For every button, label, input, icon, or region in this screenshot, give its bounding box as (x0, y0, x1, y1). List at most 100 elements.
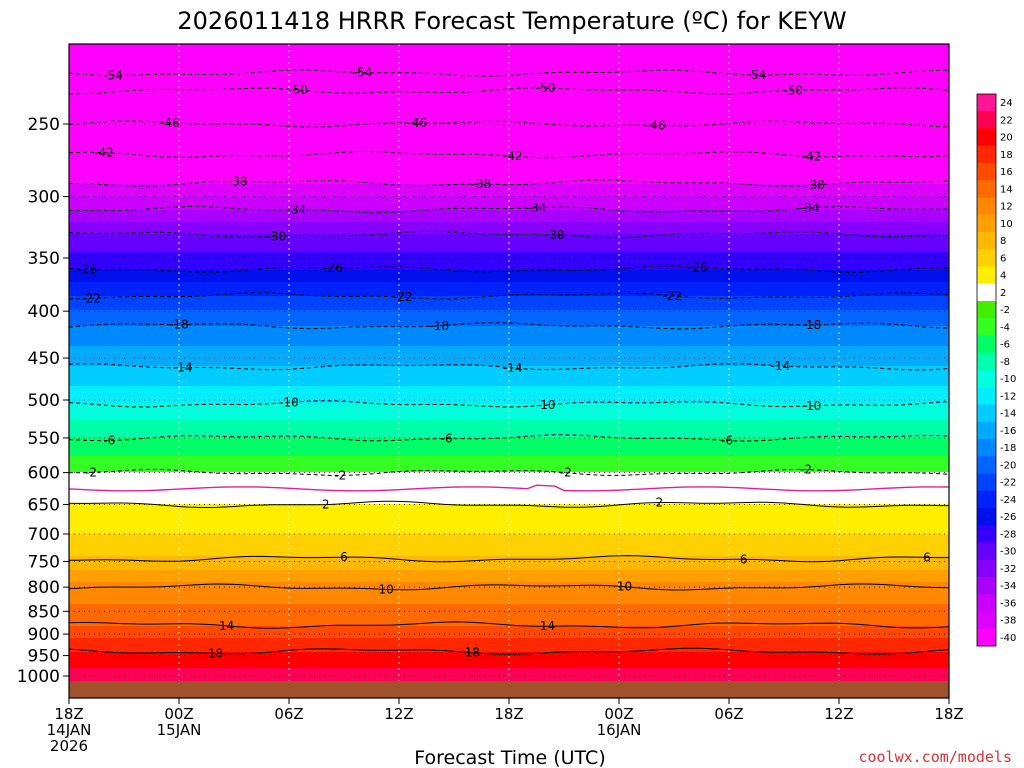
temperature-band (69, 322, 949, 325)
colorbar-label: 24 (1000, 98, 1013, 109)
isotherm-label: 2 (322, 498, 330, 512)
temperature-band (69, 262, 949, 265)
temperature-band (69, 390, 949, 393)
y-tick-label: 800 (28, 578, 60, 598)
isotherm-label: 14 (540, 619, 555, 633)
temperature-band (69, 226, 949, 229)
y-tick-label: 850 (28, 602, 60, 622)
temperature-band (69, 652, 949, 655)
colorbar-label: -22 (1000, 478, 1016, 489)
temperature-band (69, 342, 949, 345)
temperature-band (69, 630, 949, 633)
temperature-band (69, 64, 949, 67)
temperature-band (69, 648, 949, 651)
temperature-band (69, 166, 949, 169)
x-tick-label: 14JAN (47, 721, 92, 739)
temperature-band (69, 160, 949, 163)
temperature-band (69, 138, 949, 141)
isotherm-label: -14 (173, 361, 193, 375)
temperature-band (69, 240, 949, 243)
temperature-band (69, 622, 949, 625)
temperature-band (69, 466, 949, 469)
temperature-band (69, 406, 949, 409)
temperature-band (69, 90, 949, 93)
colorbar-swatch (977, 508, 996, 526)
temperature-band (69, 190, 949, 193)
temperature-band (69, 670, 949, 673)
colorbar-label: -34 (1000, 581, 1016, 592)
temperature-band (69, 78, 949, 81)
temperature-band (69, 238, 949, 241)
y-tick-label: 1000 (17, 667, 60, 687)
colorbar-swatch (977, 387, 996, 405)
isotherm-label: -10 (536, 398, 556, 412)
temperature-band (69, 444, 949, 447)
temperature-band (69, 498, 949, 501)
isotherm-label: -26 (323, 261, 343, 275)
temperature-band (69, 72, 949, 75)
temperature-band (69, 676, 949, 679)
temperature-band (69, 514, 949, 517)
temperature-band (69, 346, 949, 349)
colorbar-swatch (977, 301, 996, 319)
temperature-band (69, 564, 949, 567)
temperature-band (69, 664, 949, 667)
isotherm-line (69, 500, 949, 509)
temperature-band (69, 450, 949, 453)
temperature-band (69, 568, 949, 571)
temperature-band (69, 102, 949, 105)
isotherm-label: 18 (465, 646, 480, 660)
temperature-band (69, 426, 949, 429)
credit-link[interactable]: coolwx.com/models (858, 748, 1012, 766)
temperature-band (69, 516, 949, 519)
temperature-band (69, 520, 949, 523)
temperature-band (69, 82, 949, 85)
temperature-band (69, 598, 949, 601)
temperature-band (69, 264, 949, 267)
temperature-band (69, 480, 949, 483)
temperature-band (69, 438, 949, 441)
temperature-band (69, 606, 949, 609)
temperature-band (69, 396, 949, 399)
temperature-band (69, 588, 949, 591)
colorbar-swatch (977, 594, 996, 612)
temperature-band (69, 220, 949, 223)
colorbar-label: 12 (1000, 202, 1013, 213)
temperature-band (69, 148, 949, 151)
isotherm-line (69, 555, 949, 563)
temperature-band (69, 118, 949, 121)
temperature-band (69, 628, 949, 631)
isotherm-label: -18 (430, 319, 450, 333)
temperature-band (69, 270, 949, 273)
isotherm-label: -6 (721, 433, 733, 447)
temperature-band (69, 510, 949, 513)
colorbar-swatch (977, 577, 996, 595)
temperature-band (69, 174, 949, 177)
y-axis: 250 300 350 400 450 500 550 600 650 700 750 800 850 9… (17, 115, 69, 687)
temperature-band (69, 616, 949, 619)
x-axis-label: Forecast Time (UTC) (414, 747, 605, 768)
temperature-band (69, 354, 949, 357)
colorbar-label: 2 (1000, 288, 1006, 299)
temperature-band (69, 258, 949, 261)
isotherm-label: -14 (503, 361, 523, 375)
colorbar-label: -40 (1000, 633, 1016, 644)
isotherm-label: -18 (169, 318, 189, 332)
isotherm-line (69, 583, 949, 591)
isotherm-label: -38 (805, 178, 825, 192)
y-tick-label: 500 (28, 391, 60, 411)
temperature-band (69, 666, 949, 669)
colorbar-label: -36 (1000, 598, 1016, 609)
isotherm-label: -54 (747, 68, 767, 82)
colorbar-label: -6 (1000, 340, 1010, 351)
temperature-band (69, 186, 949, 189)
temperature-band (69, 216, 949, 219)
colorbar-label: -38 (1000, 616, 1016, 627)
temperature-band (69, 378, 949, 381)
colorbar-swatch (977, 542, 996, 561)
colorbar-swatch (977, 335, 996, 354)
temperature-band (69, 618, 949, 621)
temperature-band (69, 294, 949, 297)
colorbar-label: -12 (1000, 391, 1016, 402)
colorbar-label: 22 (1000, 115, 1013, 126)
